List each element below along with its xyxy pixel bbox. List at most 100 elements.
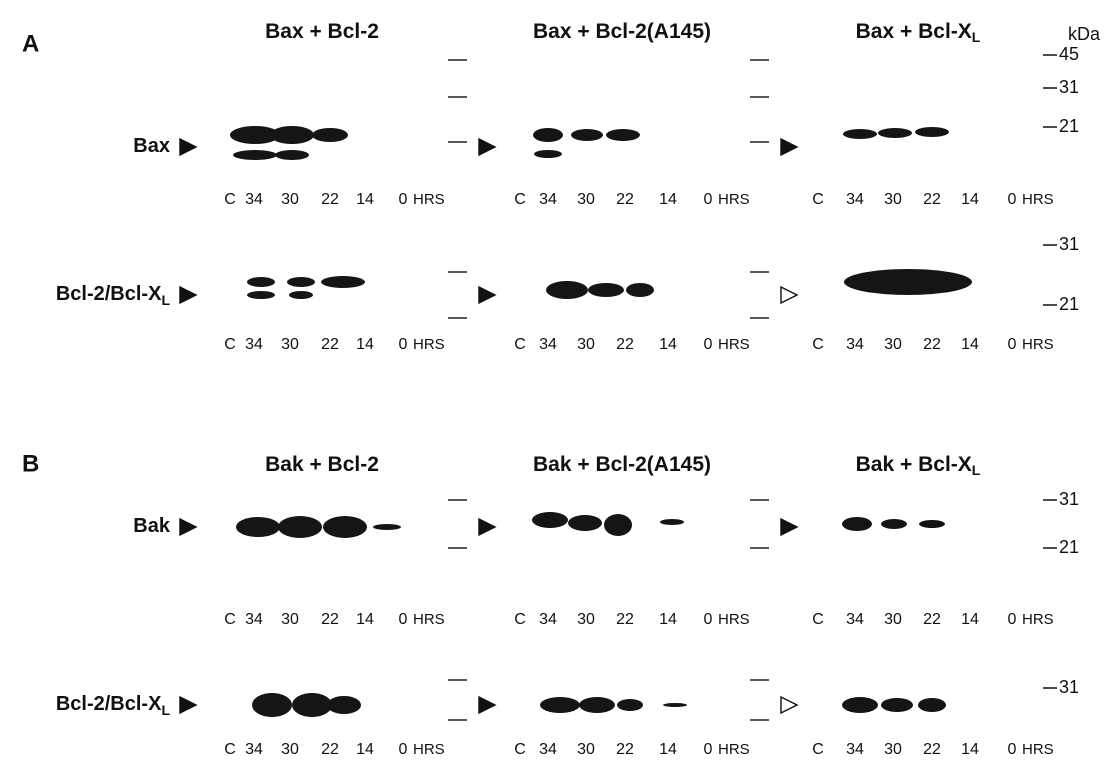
- lane-label: 22: [923, 191, 941, 208]
- lane-label: 0: [704, 611, 713, 628]
- blot-band: [321, 276, 365, 288]
- lane-label: 0: [399, 191, 408, 208]
- column-title: Bak + Bcl-2: [265, 453, 379, 476]
- lane-label: 30: [281, 741, 299, 758]
- column-title: Bak + Bcl-XL: [856, 453, 981, 478]
- column-title-main: Bak + Bcl-X: [856, 453, 972, 476]
- lane-label: 34: [539, 191, 557, 208]
- column-title-main: Bax + Bcl-X: [856, 20, 972, 43]
- row-label: Bcl-2/Bcl-XL: [56, 693, 171, 717]
- arrow: [479, 697, 495, 713]
- blot-band: [534, 150, 562, 158]
- column-title: Bax + Bcl-XL: [856, 20, 981, 45]
- blot-band: [247, 291, 275, 299]
- blot-band: [532, 512, 568, 528]
- lane-label: C: [514, 191, 526, 208]
- column-title-sub: L: [972, 462, 981, 478]
- marker-label: 45: [1059, 44, 1079, 64]
- blot-band: [278, 516, 322, 538]
- lane-label: 0: [1008, 336, 1017, 353]
- lane-label: C: [812, 741, 824, 758]
- lane-label: 30: [577, 336, 595, 353]
- lane-label: 22: [321, 611, 339, 628]
- lane-label: 0: [1008, 611, 1017, 628]
- row-label: Bak: [133, 515, 171, 537]
- blot-band: [617, 699, 643, 711]
- blot-band: [588, 283, 624, 297]
- arrow: [781, 139, 797, 155]
- lane-label: 14: [356, 611, 374, 628]
- arrow: [180, 287, 196, 303]
- lane-label: 22: [616, 191, 634, 208]
- arrow: [180, 139, 196, 155]
- marker-label: 31: [1059, 489, 1079, 509]
- blot-band: [579, 697, 615, 713]
- arrow: [479, 287, 495, 303]
- lane-label: C: [224, 741, 236, 758]
- blot-band: [236, 517, 280, 537]
- lane-unit: HRS: [413, 336, 445, 353]
- blot-band: [533, 128, 563, 142]
- lane-label: 22: [321, 741, 339, 758]
- row-label: Bax: [133, 135, 170, 157]
- blot-band: [568, 515, 602, 531]
- blot-band: [312, 128, 348, 142]
- lane-unit: HRS: [718, 611, 750, 628]
- blot-band: [546, 281, 588, 299]
- lane-unit: HRS: [1022, 611, 1054, 628]
- blot-band: [878, 128, 912, 138]
- blot-band: [918, 698, 946, 712]
- lane-label: 0: [399, 611, 408, 628]
- blot-band: [919, 520, 945, 528]
- lane-label: 14: [961, 336, 979, 353]
- lane-label: 30: [884, 741, 902, 758]
- lane-label: 30: [884, 191, 902, 208]
- lane-label: 30: [884, 336, 902, 353]
- blot-band: [604, 514, 632, 536]
- blot-band: [292, 693, 332, 717]
- blot-band: [660, 519, 684, 525]
- lane-label: 30: [577, 191, 595, 208]
- lane-label: 22: [321, 336, 339, 353]
- lane-label: 34: [846, 336, 864, 353]
- blot-band: [252, 693, 292, 717]
- blot-band: [663, 703, 687, 707]
- lane-label: 22: [923, 741, 941, 758]
- column-title: Bax + Bcl-2: [265, 20, 379, 43]
- column-title-main: Bax + Bcl-2: [265, 20, 379, 43]
- lane-label: C: [224, 611, 236, 628]
- marker-label: 21: [1059, 294, 1079, 314]
- lane-label: 22: [923, 336, 941, 353]
- lane-unit: HRS: [1022, 191, 1054, 208]
- lane-label: 30: [577, 611, 595, 628]
- blot-band: [287, 277, 315, 287]
- blot-band: [289, 291, 313, 299]
- column-title: Bax + Bcl-2(A145): [533, 20, 711, 43]
- lane-label: 14: [356, 336, 374, 353]
- lane-label: 22: [321, 191, 339, 208]
- lane-label: C: [514, 611, 526, 628]
- lane-label: 34: [245, 611, 263, 628]
- lane-label: C: [812, 336, 824, 353]
- lane-label: 22: [923, 611, 941, 628]
- lane-label: 22: [616, 741, 634, 758]
- row-label-main: Bak: [133, 515, 171, 537]
- lane-unit: HRS: [718, 191, 750, 208]
- open-arrow: [781, 697, 797, 713]
- lane-label: 34: [539, 336, 557, 353]
- row-label-main: Bax: [133, 135, 170, 157]
- blot-band: [275, 150, 309, 160]
- lane-label: 22: [616, 611, 634, 628]
- lane-label: 0: [704, 191, 713, 208]
- lane-label: 34: [846, 191, 864, 208]
- arrow: [479, 519, 495, 535]
- row-label-main: Bcl-2/Bcl-X: [56, 693, 162, 715]
- lane-label: C: [514, 336, 526, 353]
- lane-unit: HRS: [718, 336, 750, 353]
- marker-label: 31: [1059, 677, 1079, 697]
- lane-label: 30: [281, 611, 299, 628]
- lane-label: 30: [577, 741, 595, 758]
- column-title-main: Bak + Bcl-2: [265, 453, 379, 476]
- blot-band: [915, 127, 949, 137]
- lane-label: 30: [281, 336, 299, 353]
